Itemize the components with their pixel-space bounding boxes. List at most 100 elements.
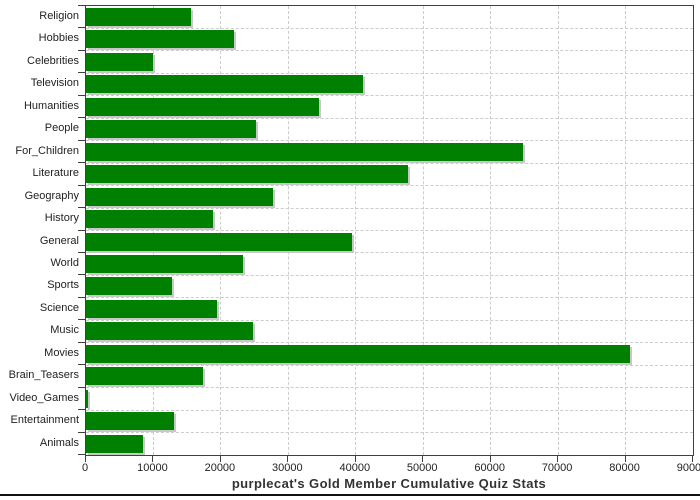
y-tick-mark [78, 162, 86, 164]
y-gridline [86, 27, 693, 29]
bar-animals [86, 434, 143, 453]
y-gridline [86, 274, 693, 276]
category-label: For_Children [15, 144, 79, 157]
chart-title: purplecat's Gold Member Cumulative Quiz … [231, 476, 547, 491]
category-label: Humanities [23, 99, 79, 112]
x-tick-mark [692, 456, 693, 462]
y-tick-mark [78, 319, 86, 321]
y-tick-mark [78, 364, 86, 366]
bar-brain_teasers [86, 367, 203, 386]
bar-television [86, 75, 364, 94]
x-tick-label: 70000 [541, 462, 573, 474]
bar-movies [86, 344, 630, 363]
x-tick-mark [624, 456, 626, 462]
y-gridline [86, 207, 693, 209]
category-label: Hobbies [38, 32, 79, 45]
y-tick-mark [78, 454, 86, 455]
bar-for_children [86, 142, 524, 161]
category-label: Literature [32, 167, 79, 180]
category-label: Sports [47, 279, 79, 292]
bar-general [86, 232, 353, 251]
category-label: Video_Games [9, 391, 79, 404]
bar-geography [86, 187, 273, 206]
category-label: General [39, 234, 79, 247]
y-gridline [86, 140, 693, 142]
bar-sports [86, 277, 172, 296]
bar-literature [86, 165, 408, 184]
x-tick-mark [219, 456, 221, 462]
y-gridline [86, 364, 693, 366]
category-label: Animals [39, 436, 79, 449]
y-gridline [86, 95, 693, 97]
x-tick-label: 20000 [204, 462, 236, 474]
x-tick-mark [85, 456, 86, 462]
y-gridline [86, 342, 693, 344]
y-gridline [86, 72, 693, 74]
bar-humanities [86, 97, 320, 116]
category-label: Science [39, 301, 79, 314]
y-gridline [86, 319, 693, 321]
category-label: History [44, 212, 79, 225]
y-tick-mark [78, 139, 86, 141]
y-gridline [86, 230, 693, 231]
category-label: World [50, 256, 79, 269]
category-label: Brain_Teasers [8, 369, 79, 382]
bar-entertainment [86, 412, 174, 431]
x-tick-label: 60000 [474, 462, 505, 474]
y-tick-mark [78, 117, 86, 119]
category-label: Religion [39, 10, 79, 22]
y-gridline [86, 50, 693, 52]
bottom-divider [0, 494, 700, 496]
bar-video_games [86, 389, 89, 408]
category-label: Television [30, 77, 79, 90]
plot-area [85, 5, 694, 456]
bar-world [86, 254, 244, 273]
y-tick-mark [78, 386, 86, 388]
category-label: Celebrities [27, 54, 79, 67]
x-tick-label: 0 [81, 462, 89, 474]
x-tick-mark [354, 456, 356, 462]
y-tick-mark [78, 296, 86, 298]
category-label: Music [50, 324, 79, 337]
x-tick-mark [152, 456, 154, 462]
y-gridline [86, 387, 693, 389]
y-tick-mark [78, 431, 86, 433]
x-tick-label: 10000 [137, 462, 168, 474]
x-tick-mark [557, 456, 559, 462]
y-tick-mark [78, 341, 86, 343]
x-tick-label: 80000 [609, 462, 640, 474]
y-gridline [86, 409, 693, 411]
category-label: Entertainment [10, 414, 79, 427]
y-gridline [86, 297, 693, 299]
y-tick-mark [78, 72, 86, 74]
x-tick-label: 30000 [272, 462, 303, 474]
y-gridline [86, 185, 693, 187]
y-tick-mark [78, 27, 86, 29]
bar-science [86, 299, 217, 318]
y-tick-mark [78, 274, 86, 276]
bar-celebrities [86, 52, 154, 71]
x-tick-label: 90000 [676, 462, 700, 474]
x-tick-label: 50000 [406, 462, 438, 474]
y-tick-mark [78, 229, 86, 231]
category-label: Movies [44, 346, 79, 359]
x-tick-mark [422, 456, 424, 462]
y-gridline [86, 252, 693, 254]
y-tick-mark [78, 409, 86, 411]
bar-religion [86, 8, 192, 26]
bar-history [86, 210, 213, 229]
y-tick-mark [78, 49, 86, 51]
y-gridline [86, 432, 693, 434]
bar-hobbies [86, 30, 235, 49]
x-tick-mark [489, 456, 491, 462]
y-tick-mark [78, 207, 86, 209]
category-label: People [44, 122, 79, 135]
y-gridline [86, 162, 693, 164]
y-gridline [86, 117, 693, 119]
bar-people [86, 120, 256, 139]
bar-music [86, 322, 253, 341]
category-label: Geography [24, 189, 79, 202]
y-tick-mark [78, 251, 86, 253]
x-tick-label: 40000 [339, 462, 371, 474]
